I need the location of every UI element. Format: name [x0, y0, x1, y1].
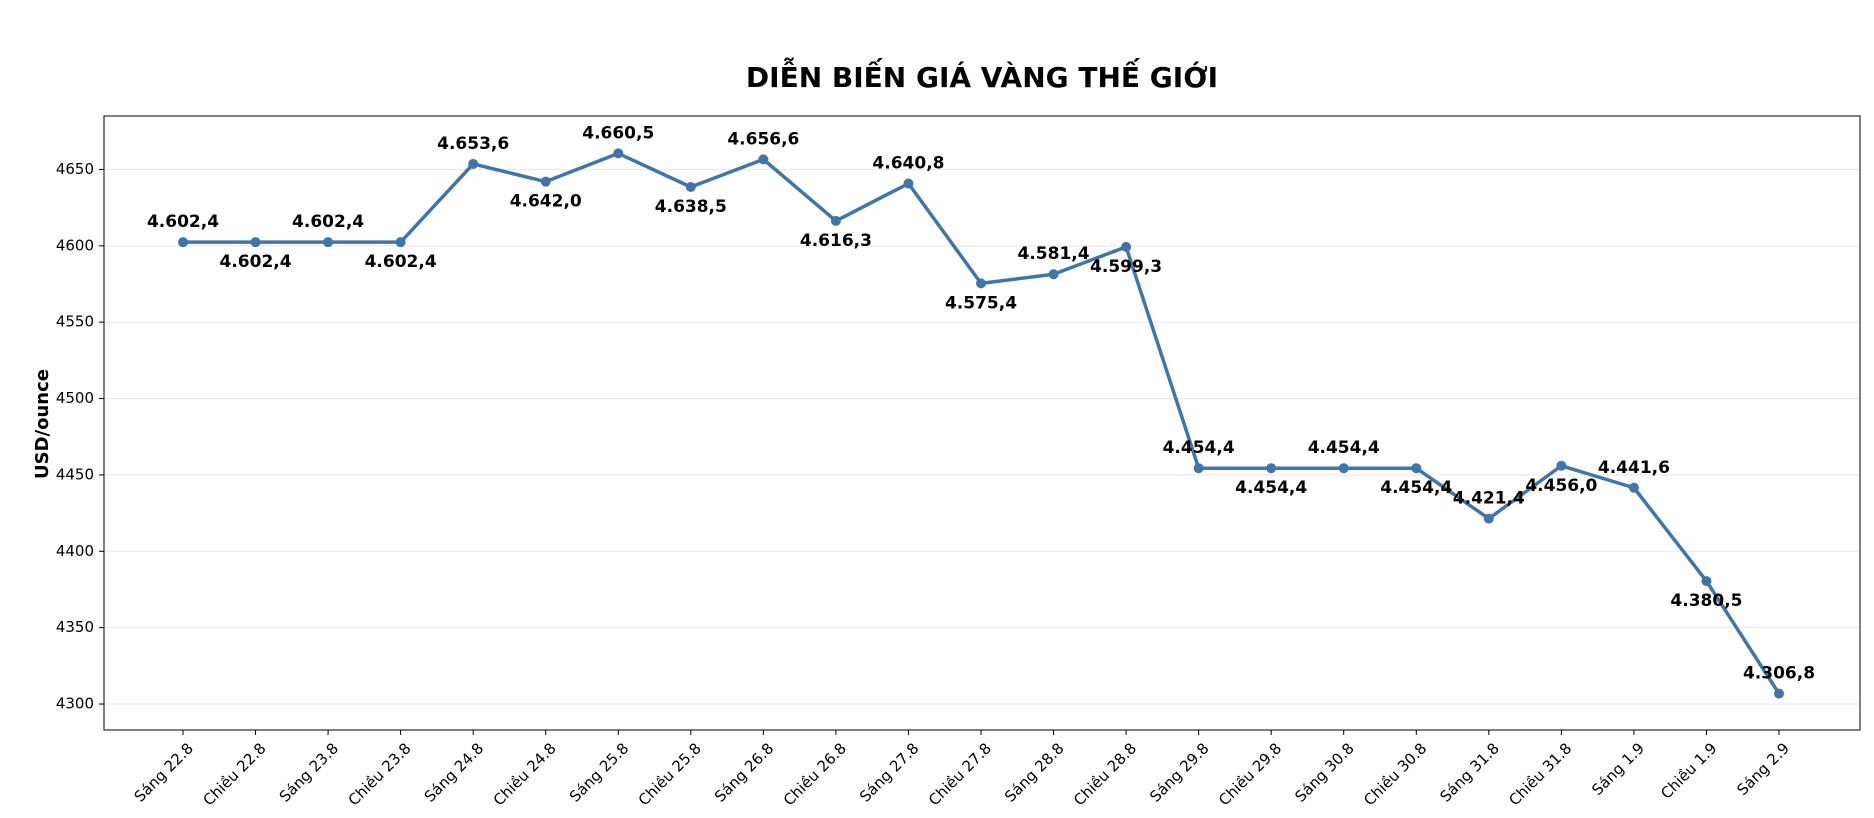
x-tick-label: Sáng 28.8 [1001, 739, 1067, 805]
y-tick-label: 4300 [56, 695, 94, 713]
value-label: 4.640,8 [872, 154, 944, 174]
x-tick-label: Chiều 22.8 [200, 739, 270, 809]
data-point [1411, 463, 1422, 474]
value-label: 4.653,6 [437, 134, 509, 154]
y-tick-label: 4550 [56, 313, 94, 331]
value-label: 4.454,4 [1163, 438, 1235, 458]
data-point [1774, 688, 1784, 699]
x-tick-label: Chiều 26.8 [780, 739, 850, 809]
value-label: 4.616,3 [800, 231, 872, 251]
value-label: 4.602,4 [147, 212, 219, 232]
data-point [1556, 460, 1567, 471]
y-tick-label: 4400 [56, 542, 94, 560]
x-tick-label: Chiều 24.8 [490, 739, 560, 809]
x-tick-label: Sáng 2.9 [1733, 739, 1793, 799]
y-tick-label: 4450 [56, 465, 94, 483]
data-point [976, 278, 986, 289]
value-label: 4.380,5 [1670, 591, 1742, 611]
value-label: 4.575,4 [945, 293, 1017, 313]
y-tick-label: 4650 [56, 160, 94, 178]
value-label: 4.660,5 [582, 123, 654, 143]
value-label: 4.454,4 [1380, 478, 1452, 498]
x-tick-label: Sáng 27.8 [856, 739, 922, 805]
data-point [395, 237, 406, 248]
data-point [830, 215, 841, 226]
data-point [758, 154, 769, 165]
x-tick-label: Sáng 1.9 [1588, 739, 1648, 799]
data-point [1048, 269, 1059, 280]
x-tick-label: Sáng 24.8 [421, 739, 487, 805]
data-point [178, 237, 188, 248]
x-tick-label: Sáng 26.8 [711, 739, 777, 805]
data-point [613, 148, 624, 159]
y-tick-label: 4500 [56, 389, 94, 407]
x-tick-label: Sáng 31.8 [1436, 739, 1502, 805]
y-axis-label: USD/ounce [32, 369, 53, 479]
value-label: 4.642,0 [510, 192, 582, 212]
x-tick-label: Chiều 23.8 [345, 739, 415, 809]
value-label: 4.456,0 [1525, 476, 1597, 496]
data-point [323, 237, 334, 248]
x-tick-label: Chiều 31.8 [1505, 739, 1575, 809]
chart-title: DIỄN BIẾN GIÁ VÀNG THẾ GIỚI [746, 56, 1218, 94]
value-label: 4.602,4 [292, 212, 364, 232]
value-label: 4.656,6 [727, 129, 799, 149]
value-label: 4.306,8 [1743, 664, 1815, 684]
data-point [250, 237, 261, 248]
y-tick-label: 4600 [56, 236, 94, 254]
value-label: 4.454,4 [1308, 438, 1380, 458]
x-tick-label: Sáng 29.8 [1146, 739, 1212, 805]
x-tick-label: Chiều 29.8 [1215, 739, 1285, 809]
x-tick-label: Sáng 22.8 [131, 739, 197, 805]
x-tick-label: Chiều 1.9 [1657, 739, 1720, 802]
value-label: 4.599,3 [1090, 257, 1162, 277]
x-tick-label: Chiều 25.8 [635, 739, 705, 809]
x-tick-label: Sáng 23.8 [276, 739, 342, 805]
value-label: 4.454,4 [1235, 478, 1307, 498]
data-point [1483, 513, 1494, 524]
data-point [1193, 463, 1204, 474]
x-tick-label: Chiều 28.8 [1070, 739, 1140, 809]
line-series [183, 151, 1781, 695]
data-point [1266, 463, 1277, 474]
data-point [1338, 463, 1349, 474]
data-point [1701, 576, 1712, 587]
value-label: 4.602,4 [365, 252, 437, 272]
value-label: 4.421,4 [1453, 489, 1525, 509]
plot-frame [103, 115, 1861, 731]
value-label: 4.581,4 [1018, 244, 1090, 264]
data-point [903, 178, 914, 189]
data-point [1121, 241, 1132, 252]
data-point [540, 176, 551, 187]
x-tick-label: Sáng 30.8 [1291, 739, 1357, 805]
value-label: 4.638,5 [655, 197, 727, 217]
data-point [468, 158, 479, 169]
x-tick-label: Sáng 25.8 [566, 739, 632, 805]
x-tick-label: Chiều 27.8 [925, 739, 995, 809]
data-point [685, 182, 696, 193]
value-label: 4.602,4 [220, 252, 292, 272]
x-tick-label: Chiều 30.8 [1360, 739, 1430, 809]
data-point [1628, 482, 1639, 493]
value-label: 4.441,6 [1598, 458, 1670, 478]
y-tick-label: 4350 [56, 618, 94, 636]
